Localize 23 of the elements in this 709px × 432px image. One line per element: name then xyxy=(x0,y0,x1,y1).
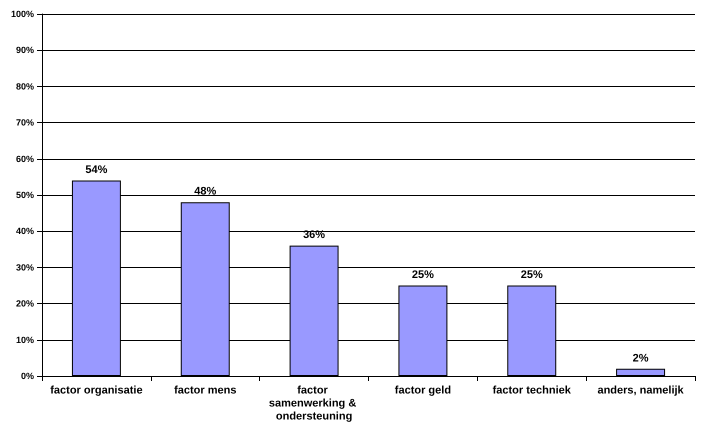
x-tick-label: factor mens xyxy=(174,384,236,396)
y-tick-label: 80% xyxy=(16,81,34,92)
y-tick-label: 30% xyxy=(16,262,34,272)
y-tick-label: 100% xyxy=(10,9,34,19)
x-tick-label: anders, namelijk xyxy=(597,384,685,396)
y-tick-label: 90% xyxy=(16,45,34,56)
data-label: 25% xyxy=(412,269,434,281)
x-tick-label: factor geld xyxy=(394,384,452,396)
data-label: 54% xyxy=(85,164,108,176)
bar xyxy=(616,368,666,376)
y-tick-label: 40% xyxy=(16,226,34,236)
y-tick-label: 20% xyxy=(16,298,34,309)
y-tick-label: 10% xyxy=(16,334,34,345)
x-tick-label: factor organisatie xyxy=(50,384,143,396)
data-label: 25% xyxy=(520,269,543,281)
data-label: 48% xyxy=(194,186,216,198)
x-tick-label: factor samenwerking & ondersteuning xyxy=(268,384,360,422)
y-tick-label: 0% xyxy=(20,371,34,381)
y-tick-label: 50% xyxy=(16,190,34,200)
y-tick-label: 60% xyxy=(16,154,34,164)
data-label: 2% xyxy=(632,352,649,364)
y-tick-label: 70% xyxy=(16,118,34,128)
x-tick-label: factor techniek xyxy=(492,384,572,396)
